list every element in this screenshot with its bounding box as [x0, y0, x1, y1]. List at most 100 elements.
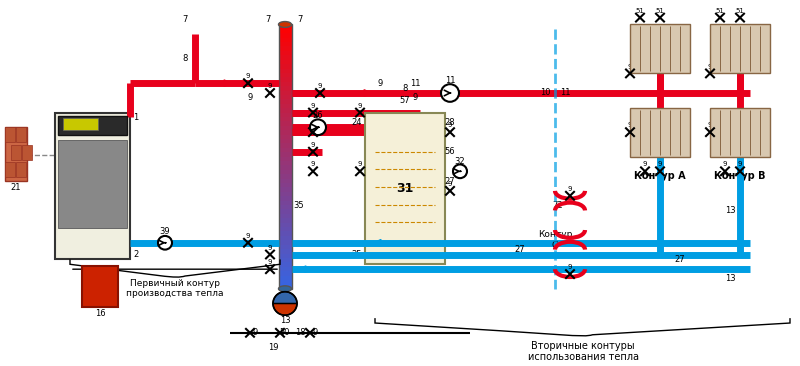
Ellipse shape: [278, 286, 291, 292]
Bar: [278, 205, 291, 209]
Bar: [278, 196, 291, 201]
Text: 9: 9: [312, 328, 318, 337]
Bar: [278, 249, 291, 254]
Text: 51: 51: [655, 8, 665, 14]
Ellipse shape: [278, 22, 291, 27]
Text: 28: 28: [445, 118, 455, 127]
Bar: [58, 140, 127, 228]
Circle shape: [158, 236, 172, 250]
Bar: [278, 38, 291, 42]
Text: 51: 51: [735, 8, 745, 14]
Bar: [5, 163, 15, 177]
Text: 9: 9: [318, 83, 322, 89]
Bar: [278, 280, 291, 284]
Bar: [278, 90, 291, 95]
Bar: [278, 165, 291, 170]
Text: 32: 32: [454, 157, 466, 166]
Text: 21: 21: [10, 183, 22, 193]
Bar: [278, 42, 291, 46]
Text: 9: 9: [708, 64, 712, 70]
Text: 27: 27: [674, 255, 686, 264]
Text: 9: 9: [246, 233, 250, 239]
Text: 25: 25: [352, 250, 362, 259]
Bar: [278, 232, 291, 236]
Text: Вторичные контуры
использования тепла: Вторичные контуры использования тепла: [527, 341, 638, 362]
Bar: [278, 187, 291, 192]
Bar: [278, 135, 291, 139]
Bar: [278, 267, 291, 271]
Bar: [278, 227, 291, 232]
Text: 7: 7: [297, 15, 302, 24]
Bar: [278, 201, 291, 205]
Bar: [278, 245, 291, 249]
Text: 16: 16: [94, 309, 106, 318]
Bar: [278, 139, 291, 143]
Text: 9: 9: [358, 103, 362, 109]
Text: 9: 9: [738, 161, 742, 168]
Bar: [278, 143, 291, 148]
Bar: [22, 145, 31, 160]
Text: 9: 9: [246, 73, 250, 79]
Bar: [10, 145, 21, 160]
Bar: [278, 262, 291, 267]
Text: 13: 13: [725, 274, 735, 284]
Bar: [278, 51, 291, 55]
Wedge shape: [273, 303, 297, 315]
Text: 13: 13: [725, 206, 735, 215]
Bar: [278, 99, 291, 104]
Text: 9: 9: [568, 264, 572, 270]
Text: 9: 9: [358, 161, 362, 168]
Bar: [63, 119, 98, 130]
Text: 9: 9: [628, 122, 632, 128]
Text: 9: 9: [310, 161, 315, 168]
Text: 7: 7: [182, 15, 188, 24]
Text: 9: 9: [247, 93, 253, 102]
Bar: [278, 126, 291, 130]
Text: Контур А: Контур А: [634, 171, 686, 181]
Bar: [278, 82, 291, 86]
Bar: [55, 113, 130, 259]
Text: 9: 9: [268, 83, 272, 89]
Text: 8: 8: [402, 83, 408, 93]
Text: 35: 35: [293, 201, 304, 210]
Text: 27: 27: [445, 176, 455, 186]
Text: Контур В: Контур В: [714, 171, 766, 181]
Bar: [278, 179, 291, 183]
Text: 8: 8: [182, 54, 188, 63]
Text: 9: 9: [448, 122, 452, 128]
Text: 51: 51: [635, 8, 645, 14]
Text: 9: 9: [448, 181, 452, 187]
Text: 10: 10: [540, 89, 550, 97]
Circle shape: [310, 119, 326, 135]
Bar: [278, 113, 291, 117]
Text: 13: 13: [280, 315, 290, 325]
Bar: [278, 209, 291, 214]
Bar: [278, 86, 291, 90]
Bar: [5, 127, 27, 181]
Text: 9: 9: [708, 122, 712, 128]
Bar: [278, 73, 291, 77]
Bar: [58, 116, 127, 135]
Text: 9: 9: [310, 103, 315, 109]
Bar: [278, 46, 291, 51]
Bar: [278, 68, 291, 73]
Text: 72: 72: [553, 201, 563, 210]
Wedge shape: [273, 292, 297, 303]
Bar: [278, 148, 291, 152]
Bar: [278, 170, 291, 174]
FancyBboxPatch shape: [710, 25, 770, 74]
Bar: [278, 236, 291, 240]
Text: 9: 9: [658, 161, 662, 168]
Text: 56: 56: [445, 147, 455, 156]
Text: 9: 9: [722, 161, 727, 168]
Bar: [5, 127, 15, 142]
Bar: [278, 108, 291, 113]
Bar: [278, 152, 291, 157]
Bar: [278, 276, 291, 280]
Text: 57: 57: [400, 96, 410, 105]
Bar: [278, 284, 291, 289]
Bar: [16, 163, 26, 177]
Circle shape: [441, 84, 459, 102]
Text: 9: 9: [310, 122, 315, 128]
Bar: [278, 214, 291, 218]
